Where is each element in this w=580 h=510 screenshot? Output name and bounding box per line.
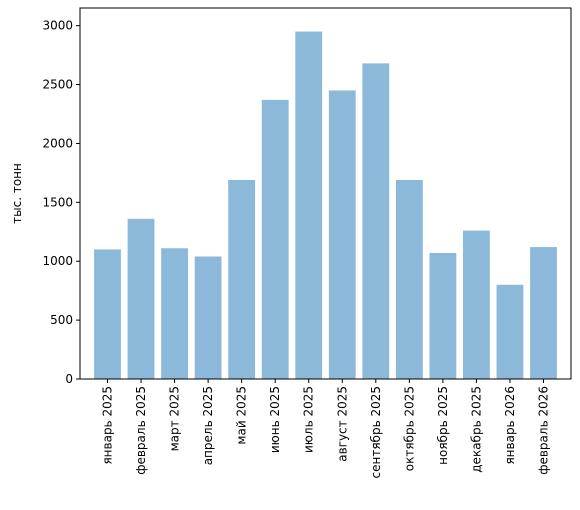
- bar-14: [530, 247, 557, 379]
- bar-4: [194, 256, 222, 379]
- x-tick-label-6: июнь 2025: [268, 386, 282, 453]
- y-tick-label-7: 3000: [42, 19, 73, 33]
- bar-6: [261, 99, 289, 379]
- x-axis: январь 2025 февраль 2025 март 2025 апрель 2…: [101, 379, 550, 478]
- x-tick-label-14: февраль 2026: [536, 386, 550, 475]
- bar-5: [228, 179, 256, 379]
- y-tick-label-2: 500: [50, 313, 73, 327]
- x-tick-label-7: июль 2025: [302, 386, 316, 453]
- bar-1: [94, 249, 121, 379]
- bar-9: [362, 63, 390, 379]
- bar-2: [127, 218, 155, 379]
- y-tick-label-5: 2000: [42, 136, 73, 150]
- x-tick-label-8: август 2025: [335, 386, 349, 462]
- x-tick-label-12: декабрь 2025: [469, 386, 483, 473]
- plot-frame: [79, 7, 572, 380]
- y-tick-label-6: 2500: [42, 78, 73, 92]
- x-tick-label-9: сентябрь 2025: [369, 386, 383, 478]
- x-tick-label-1: январь 2025: [101, 386, 115, 465]
- x-tick-label-2: февраль 2025: [134, 386, 148, 475]
- bar-7: [295, 31, 323, 380]
- x-tick-label-13: январь 2026: [503, 386, 517, 465]
- y-tick-label-4: 1500: [42, 195, 73, 209]
- x-tick-label-4: апрель 2025: [201, 386, 215, 465]
- x-tick-label-11: ноябрь 2025: [436, 386, 450, 465]
- bar-12: [463, 230, 490, 379]
- x-tick-label-10: октябрь 2025: [402, 386, 416, 471]
- y-axis-label: тыс. тонн: [10, 163, 24, 224]
- bar-11: [429, 252, 457, 379]
- bar-10: [395, 179, 423, 379]
- y-tick-label-1: 0: [65, 372, 73, 386]
- x-tick-label-3: март 2025: [168, 386, 182, 451]
- bar-3: [161, 248, 188, 379]
- bars-group: [94, 31, 557, 380]
- bar-8: [328, 90, 356, 379]
- bar-13: [496, 284, 524, 379]
- y-axis: 0 500 1000 1500 2000 2500 3000: [42, 19, 80, 386]
- y-tick-label-3: 1000: [42, 254, 73, 268]
- x-tick-label-5: май 2025: [235, 386, 249, 445]
